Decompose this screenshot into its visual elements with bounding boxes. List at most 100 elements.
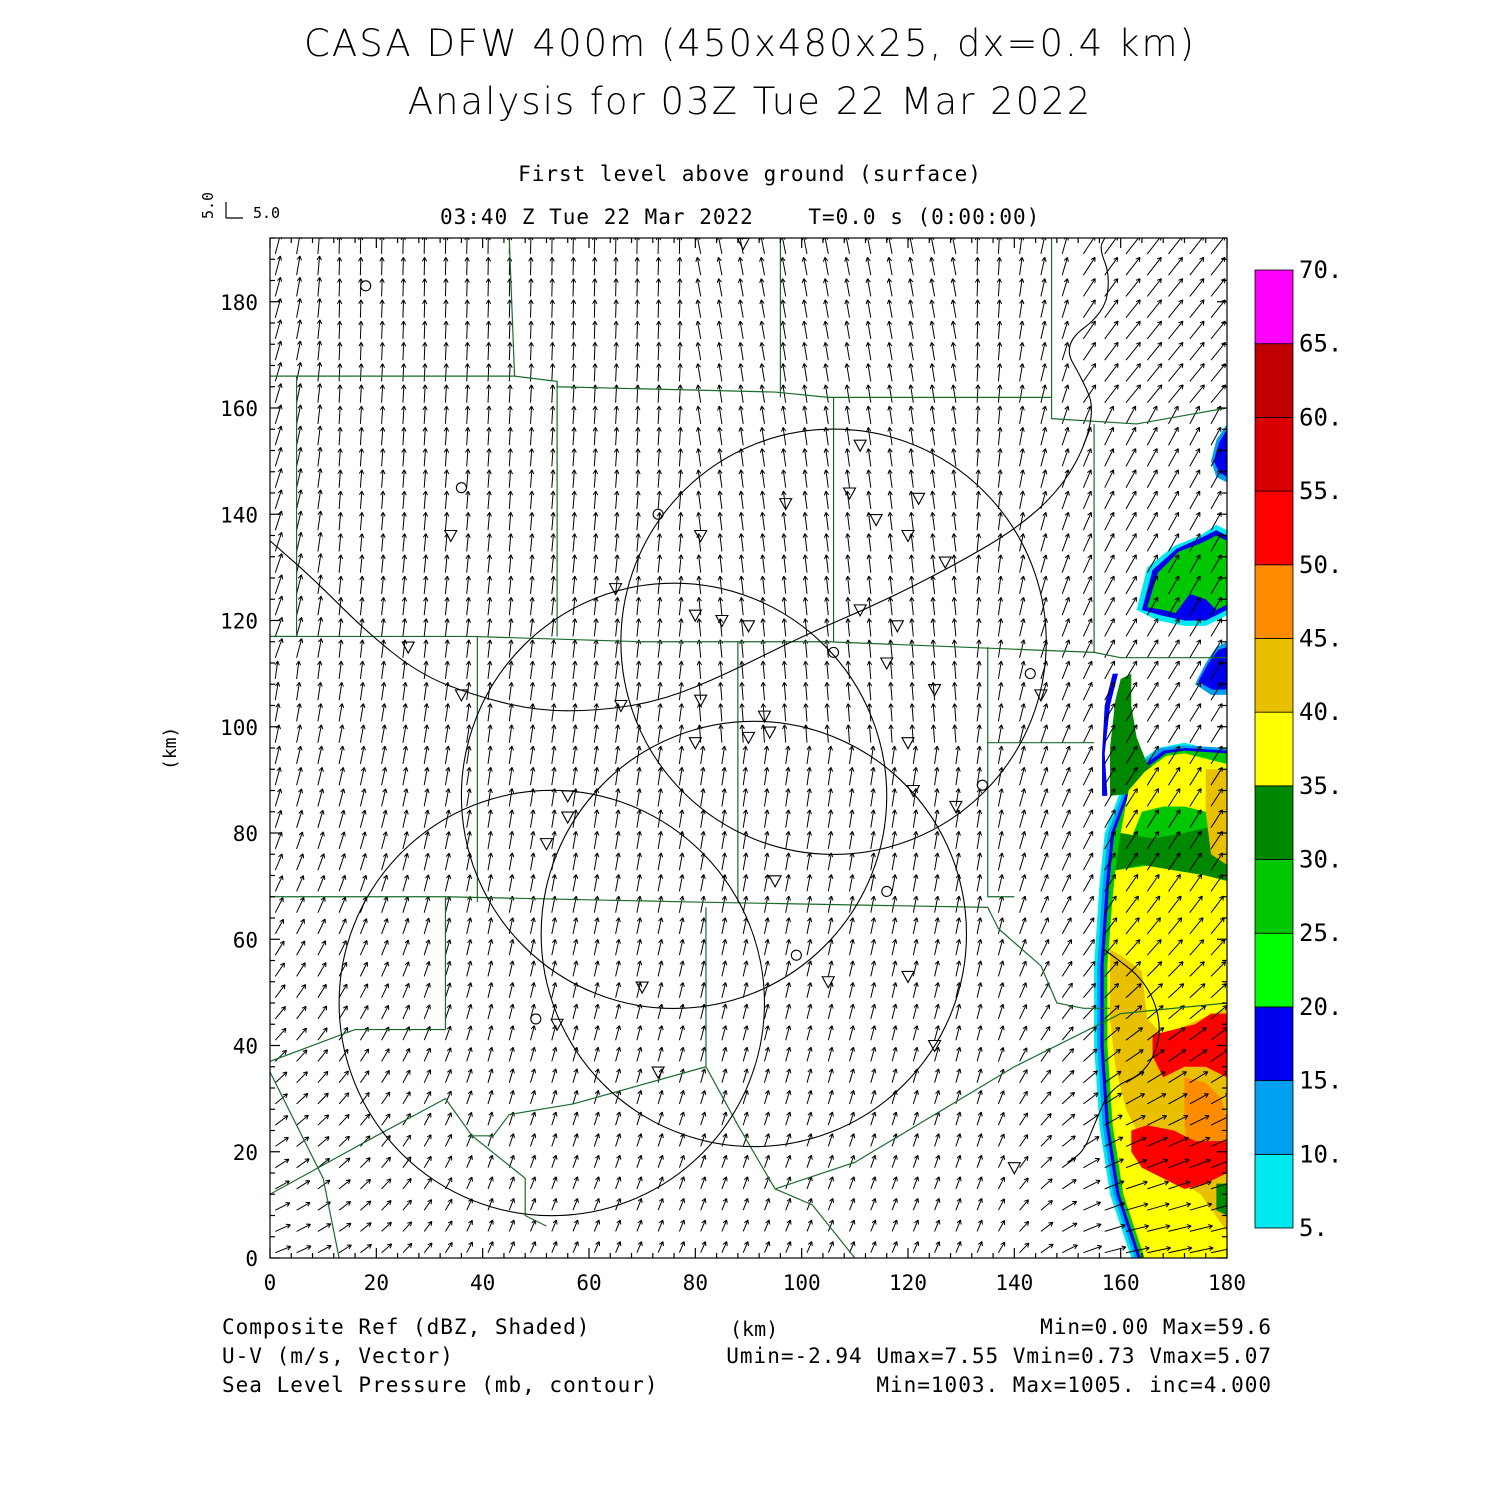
wind-vector-1148 — [760, 703, 767, 722]
wind-vector-2024 — [1210, 299, 1226, 319]
wind-vector-1561 — [930, 512, 936, 531]
wind-vector-1947 — [528, 320, 534, 339]
wind-vector-1957 — [738, 320, 744, 339]
wind-vector-963 — [657, 788, 663, 807]
colorbar-bin-8 — [1254, 564, 1294, 639]
wind-vector-2004 — [780, 299, 787, 318]
wind-vector-1506 — [717, 533, 723, 552]
wind-vector-13 — [551, 1241, 558, 1253]
wind-vector-540 — [274, 984, 286, 998]
wind-vector-802 — [1061, 874, 1071, 892]
wind-vector-1724 — [571, 427, 577, 446]
wind-vector-1468 — [866, 554, 872, 573]
wind-vector-890 — [1019, 830, 1027, 850]
wind-vector-2159 — [1210, 238, 1226, 255]
wind-vector-450 — [274, 1027, 287, 1041]
wind-vector-348 — [976, 1090, 983, 1105]
wind-vector-571 — [934, 982, 940, 998]
wind-vector-1761 — [401, 405, 407, 424]
wind-vector-204 — [785, 1154, 792, 1168]
wind-vector-1516 — [930, 533, 936, 552]
wind-vector-2112 — [1168, 256, 1184, 276]
wind-vector-1011 — [721, 766, 727, 786]
wind-vector-310 — [1125, 1115, 1146, 1126]
wind-vector-1231 — [614, 660, 620, 679]
wind-vector-1076 — [1146, 745, 1159, 765]
wind-vector-521 — [827, 1003, 834, 1020]
wind-vector-1002 — [530, 766, 536, 786]
wind-vector-877 — [742, 830, 749, 849]
wind-vector-211 — [934, 1154, 941, 1168]
wind-vector-1071 — [1040, 745, 1049, 765]
wind-vector-1449 — [465, 554, 471, 573]
wind-vector-1734 — [781, 426, 787, 446]
wind-vector-1853 — [443, 363, 449, 382]
wind-vector-1951 — [613, 320, 619, 339]
colorbar-label-7: 40. — [1299, 698, 1342, 726]
station-marker-2 — [778, 498, 793, 511]
wind-vector-1115 — [1019, 724, 1026, 743]
wind-vector-873 — [657, 830, 664, 849]
wind-vector-2001 — [716, 299, 723, 318]
wind-vector-2055 — [908, 278, 914, 297]
wind-vector-1113 — [976, 724, 982, 743]
wind-vector-613 — [870, 960, 877, 977]
wind-vector-2103 — [974, 257, 981, 276]
radar-site-marker-2 — [652, 508, 664, 520]
wind-vector-74 — [891, 1219, 898, 1232]
vector-scale-marker — [225, 202, 243, 219]
wind-vector-630 — [274, 940, 285, 956]
station-marker-13 — [741, 620, 756, 633]
wind-vector-770 — [381, 874, 389, 892]
wind-vector-71 — [827, 1219, 834, 1232]
wind-vector-2026 — [296, 276, 302, 297]
wind-vector-951 — [402, 788, 409, 807]
wind-vector-478 — [870, 1025, 877, 1041]
wind-vector-19 — [678, 1241, 686, 1253]
wind-vector-1220 — [380, 660, 387, 679]
axis-ticks — [269, 237, 1228, 1259]
wind-vector-120 — [912, 1198, 919, 1211]
wind-vector-788 — [764, 874, 770, 892]
wind-vector-333 — [657, 1090, 664, 1105]
wind-vector-1249 — [997, 660, 1004, 679]
wind-vector-1637 — [635, 469, 641, 488]
wind-vector-33 — [976, 1241, 983, 1253]
wind-vector-1418 — [760, 575, 766, 594]
wind-vector-178 — [1189, 1180, 1212, 1190]
wind-vector-176 — [1147, 1180, 1169, 1190]
wind-vector-2068 — [1189, 278, 1205, 297]
wind-vector-433 — [870, 1046, 877, 1062]
wind-vector-1021 — [934, 766, 940, 786]
wind-vector-1395 — [274, 574, 284, 595]
wind-vector-1043 — [444, 745, 451, 764]
wind-vector-1422 — [845, 575, 851, 594]
wind-vector-1859 — [571, 363, 577, 382]
wind-vector-1913 — [759, 341, 765, 361]
wind-vector-1143 — [657, 703, 663, 722]
wind-vector-902 — [317, 809, 325, 828]
wind-vector-1454 — [571, 554, 578, 573]
wind-vector-1841 — [1146, 384, 1163, 404]
wind-vector-1186 — [614, 682, 621, 701]
wind-vector-366 — [402, 1069, 411, 1083]
wind-vector-774 — [466, 874, 473, 892]
wind-vector-341 — [827, 1090, 834, 1105]
wind-vector-704 — [891, 917, 898, 935]
wind-vector-316 — [296, 1092, 309, 1105]
wind-vector-1696 — [929, 448, 936, 467]
wind-vector-363 — [338, 1070, 349, 1084]
wind-vector-1829 — [887, 384, 893, 403]
wind-vector-2083 — [549, 257, 555, 276]
wind-vector-1123 — [1189, 724, 1202, 743]
wind-vector-1139 — [572, 703, 578, 722]
wind-vector-369 — [466, 1068, 473, 1083]
wind-vector-332 — [636, 1090, 643, 1105]
wind-vector-753 — [976, 895, 983, 913]
wind-vector-984 — [1104, 788, 1116, 807]
wind-vector-2085 — [592, 257, 598, 276]
wind-vector-87 — [1168, 1224, 1192, 1232]
wind-vector-1697 — [951, 448, 957, 467]
wind-vector-321 — [402, 1091, 411, 1105]
wind-vector-692 — [636, 917, 643, 935]
